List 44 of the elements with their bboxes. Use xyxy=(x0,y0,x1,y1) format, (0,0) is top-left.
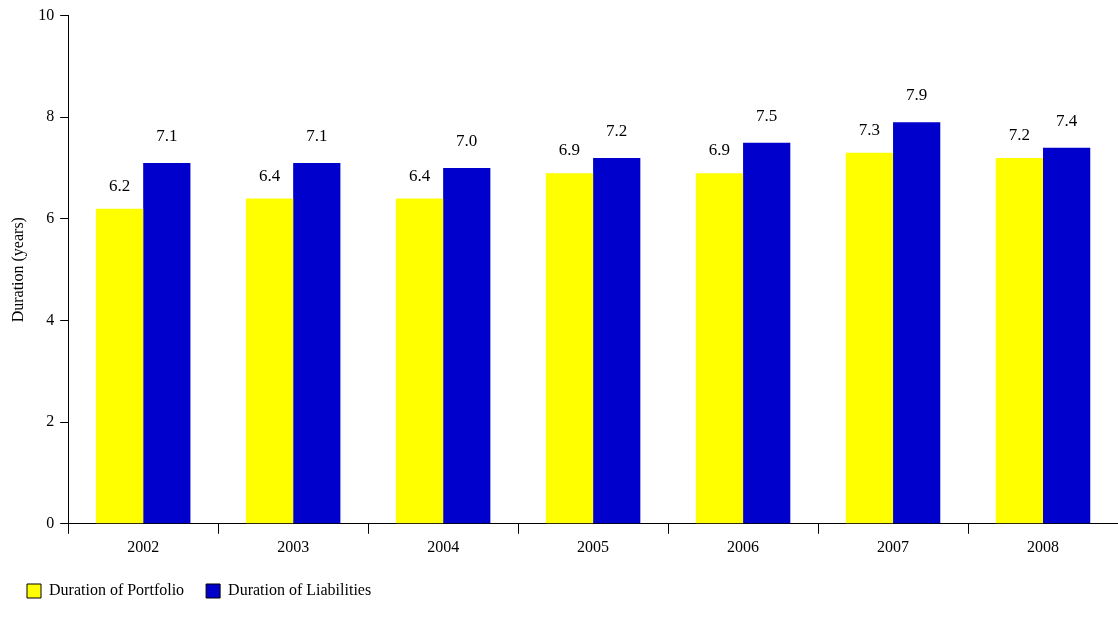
y-tick-label: 8 xyxy=(46,107,55,125)
data-label: 7.2 xyxy=(606,120,628,140)
x-tick-label: 2002 xyxy=(127,537,160,555)
bar xyxy=(743,142,791,524)
bar xyxy=(893,122,941,524)
x-tick-label: 2007 xyxy=(877,537,910,555)
bar xyxy=(245,198,294,524)
x-tick-label: 2008 xyxy=(1027,537,1060,555)
y-axis-title: Duration (years) xyxy=(8,217,27,323)
bar xyxy=(1043,147,1091,524)
data-label: 7.0 xyxy=(456,131,478,151)
legend-label: Duration of Portfolio xyxy=(49,581,185,599)
y-tick-label: 2 xyxy=(46,412,55,430)
y-tick-label: 4 xyxy=(46,310,55,328)
bar xyxy=(395,198,444,524)
bar xyxy=(545,173,594,524)
data-label: 7.3 xyxy=(858,119,881,139)
data-label: 6.2 xyxy=(108,175,131,195)
data-label: 7.4 xyxy=(1056,110,1078,130)
bar xyxy=(845,152,894,524)
bar xyxy=(695,173,744,524)
y-tick-label: 10 xyxy=(38,5,55,23)
bar xyxy=(995,157,1044,524)
bar xyxy=(443,168,491,524)
x-tick-label: 2005 xyxy=(577,537,610,555)
data-label: 7.2 xyxy=(1008,124,1031,144)
bar xyxy=(95,208,144,524)
data-label: 7.9 xyxy=(906,85,928,105)
y-tick-label: 0 xyxy=(46,514,55,531)
data-label: 6.9 xyxy=(558,140,581,160)
data-label: 6.4 xyxy=(408,165,431,185)
bar xyxy=(293,162,341,524)
data-label: 6.9 xyxy=(708,140,731,160)
bar xyxy=(143,162,191,524)
y-tick-label: 6 xyxy=(46,209,55,227)
data-label: 7.5 xyxy=(756,105,778,125)
data-label: 7.1 xyxy=(306,125,328,145)
data-label: 6.4 xyxy=(258,165,281,185)
data-label: 7.1 xyxy=(156,125,178,145)
legend-label: Duration of Liabilities xyxy=(228,581,372,599)
x-tick-label: 2004 xyxy=(427,537,460,555)
x-tick-label: 2006 xyxy=(727,537,760,555)
x-tick-label: 2003 xyxy=(277,537,310,555)
bar xyxy=(593,157,641,524)
